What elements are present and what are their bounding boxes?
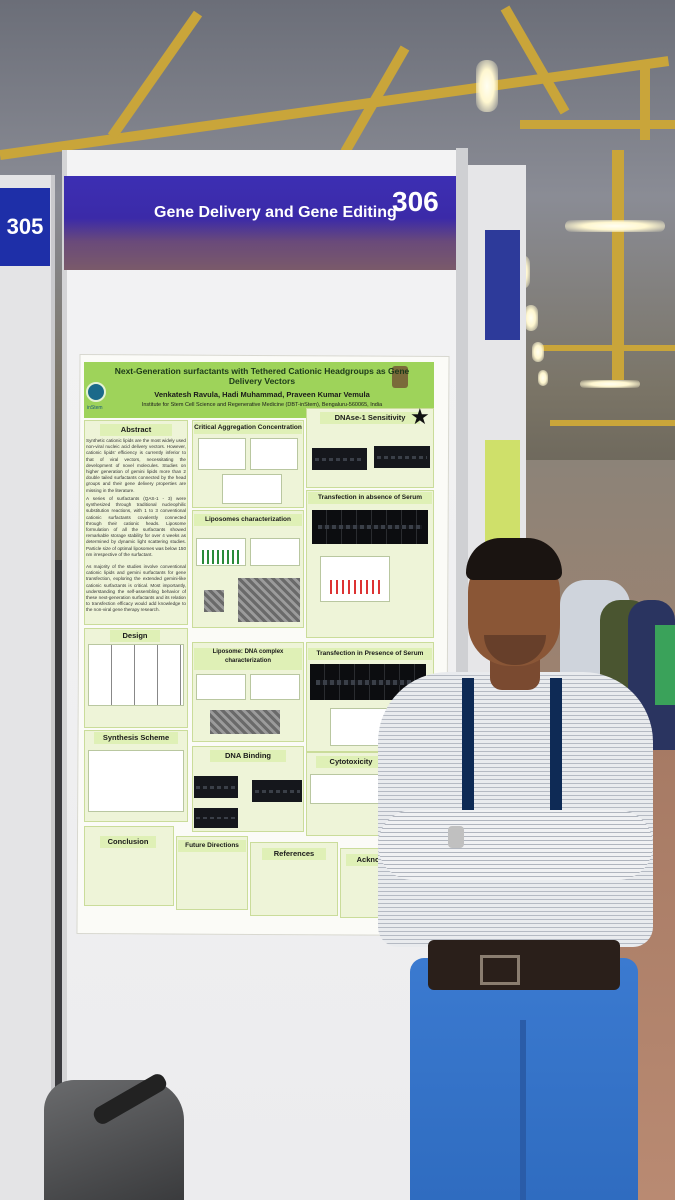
dnase-gel <box>312 448 367 470</box>
wristwatch-icon <box>448 826 464 848</box>
complex-zeta-plot <box>250 674 300 700</box>
cac-plot <box>198 438 246 470</box>
presenter-hair <box>466 538 562 580</box>
presenter-belt <box>428 940 620 990</box>
abstract-text: Synthetic cationic lipids are the most w… <box>86 438 186 493</box>
conclusion-heading: Conclusion <box>100 836 156 848</box>
ceiling-beam <box>550 420 675 426</box>
belt-buckle <box>480 955 520 985</box>
ceiling-light <box>532 342 544 362</box>
side-banner <box>485 230 520 340</box>
transfection-serum-heading: Transfection in Presence of Serum <box>308 648 432 660</box>
background-person <box>655 625 675 705</box>
ceiling-beam <box>640 60 650 140</box>
abstract-text: As majority of the studies involve conve… <box>86 564 186 613</box>
liposomes-heading: Liposomes characterization <box>194 514 302 526</box>
presenter-crossed-arms <box>378 810 653 880</box>
poster-title: Next-Generation surfactants with Tethere… <box>114 366 410 386</box>
synthesis-scheme <box>88 750 184 812</box>
transfection-image-grid <box>312 510 428 544</box>
ceiling-light <box>538 370 548 386</box>
conclusion-panel <box>84 826 174 906</box>
complex-tem-image <box>210 710 280 734</box>
tem-image <box>238 578 300 622</box>
abstract-text: A series of surfactants (QAS-1 - 3) were… <box>86 496 186 557</box>
abstract-heading: Abstract <box>100 424 172 436</box>
dnase-gel <box>374 446 430 468</box>
dna-binding-gel <box>194 808 238 828</box>
government-emblem-icon <box>392 366 408 388</box>
dna-binding-gel <box>194 776 238 798</box>
tem-image <box>204 590 224 612</box>
transfection-heading: Transfection in absence of Serum <box>308 492 432 504</box>
presenter-shirt <box>378 672 653 947</box>
references-heading: References <box>262 848 326 860</box>
banner-category: Gene Delivery and Gene Editing <box>154 204 397 221</box>
complex-size-plot <box>196 674 246 700</box>
zeta-plot <box>250 538 300 566</box>
dna-binding-heading: DNA Binding <box>210 750 286 762</box>
side-poster <box>485 440 520 550</box>
design-heading: Design <box>110 630 160 642</box>
ceiling-beam <box>520 120 675 129</box>
ceiling-beam <box>612 150 624 380</box>
booth-number: 306 <box>392 186 439 217</box>
cytotoxicity-plot <box>310 774 386 804</box>
presenter-lanyard <box>462 678 562 838</box>
neighbor-poster-board <box>0 175 55 1200</box>
cac-plot <box>250 438 298 470</box>
cytotoxicity-heading: Cytotoxicity <box>316 756 386 768</box>
poster-institute: Institute for Stem Cell Science and Rege… <box>141 402 383 408</box>
liposome-bars <box>202 550 242 564</box>
cac-heading: Critical Aggregation Concentration <box>194 422 302 434</box>
ceiling-beam <box>540 345 675 351</box>
board-banner <box>64 176 456 270</box>
ceiling-light <box>580 380 640 388</box>
booth-number-305: 305 <box>0 188 50 266</box>
trouser-crease <box>520 1020 526 1200</box>
structure-drawing <box>88 644 184 706</box>
transfection-bars <box>330 580 380 594</box>
synthesis-heading: Synthesis Scheme <box>94 732 178 744</box>
cac-plot <box>222 474 282 504</box>
ceiling-light <box>476 60 498 112</box>
instem-logo-icon <box>86 382 106 402</box>
dna-binding-gel <box>252 780 302 802</box>
liposome-dna-heading: Liposome: DNA complex characterization <box>194 648 302 670</box>
ceiling-light <box>565 220 665 232</box>
logo-text: inStem <box>87 405 103 411</box>
transfection-plot <box>320 556 390 602</box>
ceiling-light <box>524 305 538 331</box>
dnase-heading: DNAse-1 Sensitivity <box>320 412 420 424</box>
future-heading: Future Directions <box>178 840 246 852</box>
poster-authors: Venkatesh Ravula, Hadi Muhammad, Praveen… <box>154 390 370 399</box>
star-icon: ★ <box>410 404 430 429</box>
abstract-panel <box>84 420 188 625</box>
